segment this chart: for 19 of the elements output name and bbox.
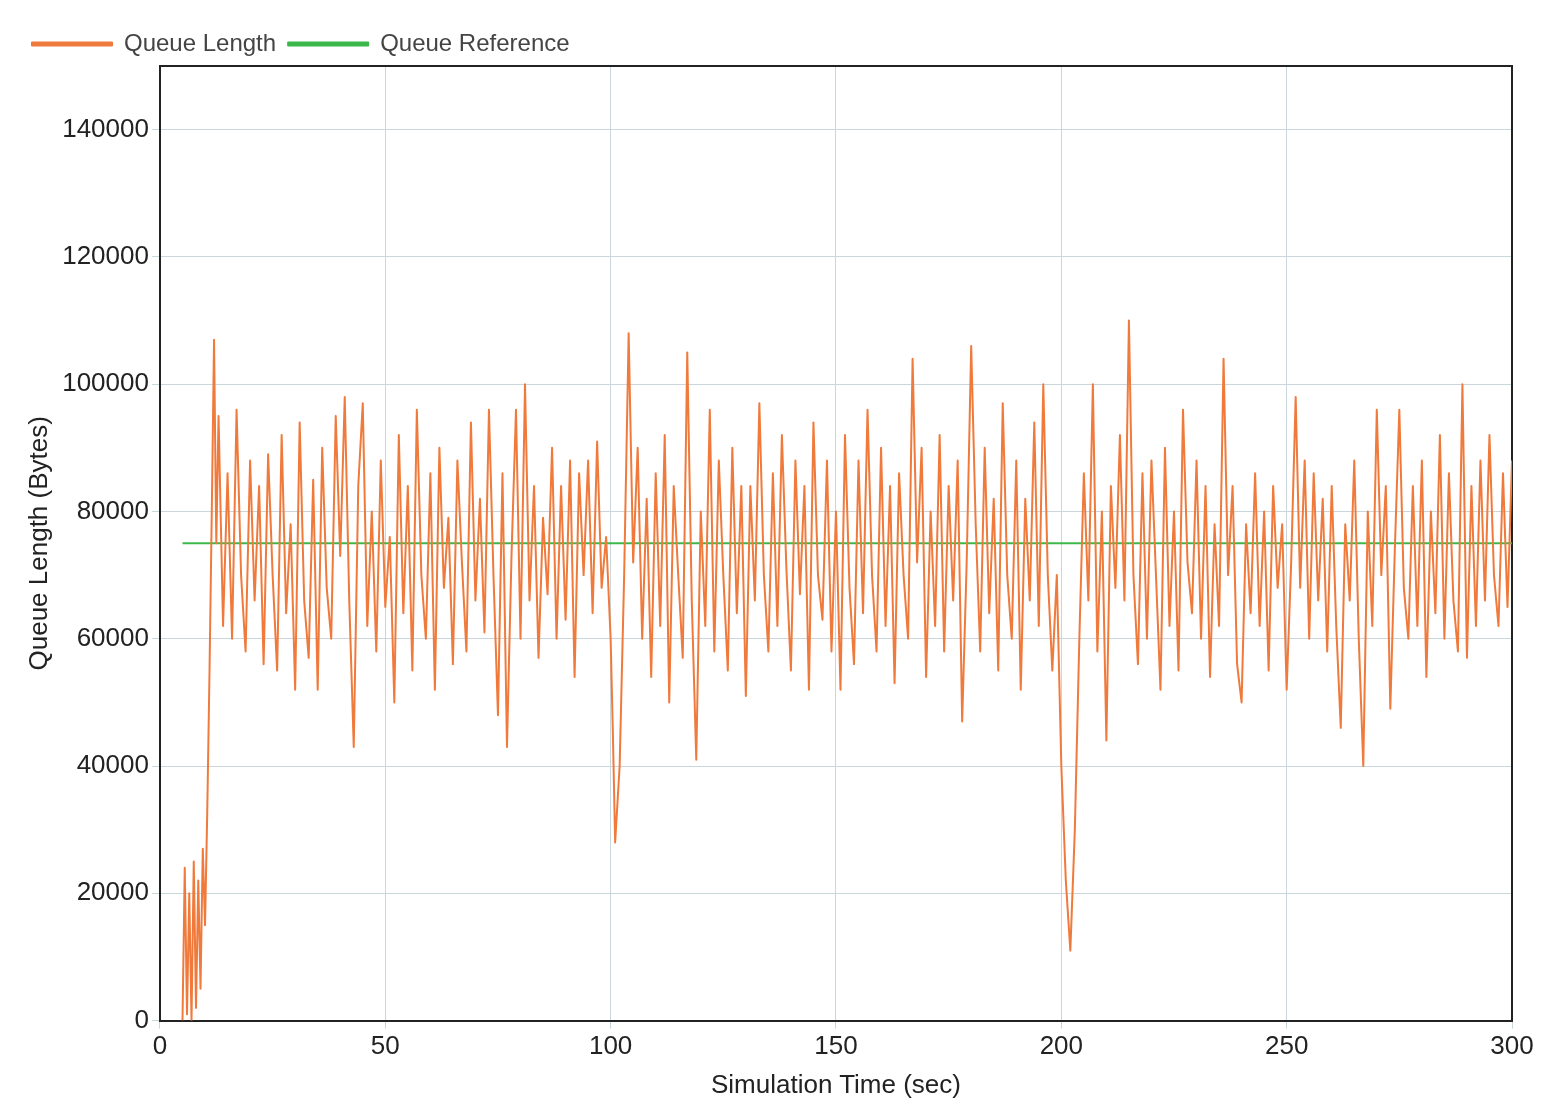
y-tick-label: 100000 xyxy=(62,367,149,398)
x-tick-label: 0 xyxy=(152,1030,168,1061)
x-axis-title: Simulation Time (sec) xyxy=(711,1068,961,1099)
y-tick-label: 40000 xyxy=(76,749,149,780)
y-tick-label: 140000 xyxy=(62,112,149,143)
y-tick-label: 0 xyxy=(134,1003,149,1034)
x-tick-label: 100 xyxy=(588,1030,633,1061)
x-tick-label: 250 xyxy=(1264,1030,1309,1061)
x-tick-label: 50 xyxy=(370,1030,400,1061)
legend-label: Queue Length xyxy=(124,28,277,56)
x-tick-label: 150 xyxy=(814,1030,858,1061)
y-axis-title: Queue Length (Bytes) xyxy=(22,416,53,671)
y-tick-label: 20000 xyxy=(76,876,149,907)
y-tick-label: 80000 xyxy=(76,494,149,525)
x-tick-label: 300 xyxy=(1490,1030,1534,1061)
legend-label: Queue Reference xyxy=(380,28,570,56)
y-tick-label: 60000 xyxy=(76,621,149,652)
y-tick-label: 120000 xyxy=(62,240,149,271)
x-tick-label: 200 xyxy=(1039,1030,1084,1061)
